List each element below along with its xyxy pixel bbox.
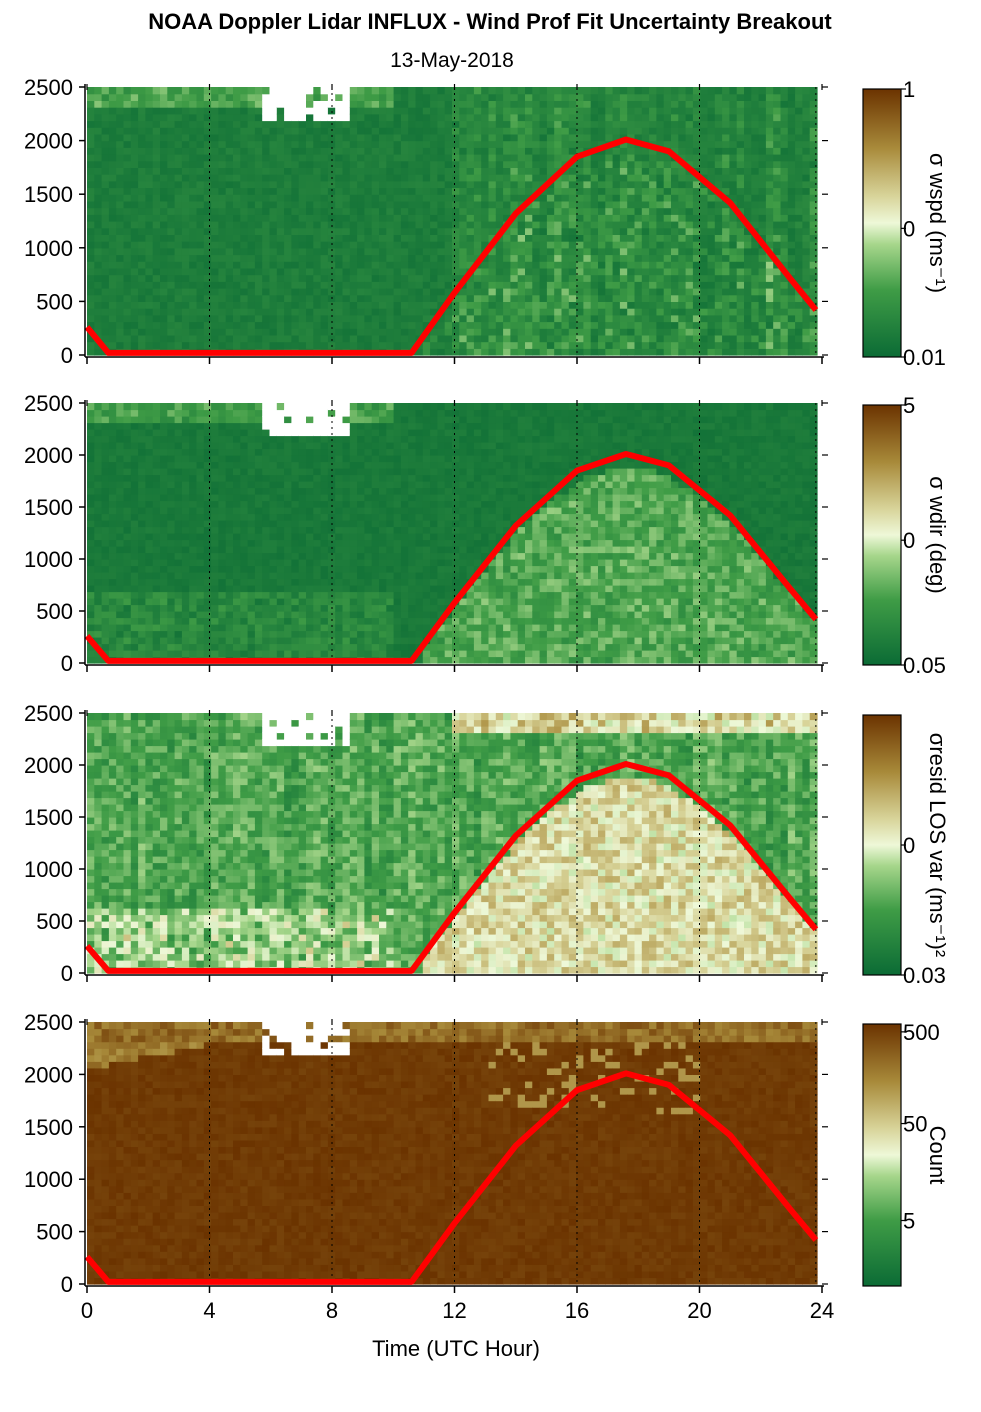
y-tick-label: 1500 [24, 182, 73, 207]
resid-panel: 0 500 1000 1500 2000 2500 0 0.03 σresid LOS var … [24, 701, 950, 988]
sun-elevation-line [84, 136, 819, 356]
y-tick-label: 2500 [24, 391, 73, 416]
heatmap-cells [87, 1022, 818, 1285]
count-panel: 0 500 1000 1500 2000 2500 0 4 8 12 16 20 24 500 50 5 Cou… [24, 1010, 950, 1323]
colorbar [862, 88, 902, 358]
colorbar [862, 404, 902, 666]
colorbar-tick-label: 0.05 [903, 653, 946, 678]
y-tick-label: 2500 [24, 1010, 73, 1035]
y-tick-label: 2000 [24, 1062, 73, 1087]
sun-elevation-line [84, 1070, 819, 1285]
y-tick-label: 500 [36, 289, 73, 314]
y-tick-label: 1000 [24, 1167, 73, 1192]
y-tick-label: 1000 [24, 547, 73, 572]
y-tick-label: 1500 [24, 495, 73, 520]
x-tick-label: 12 [442, 1298, 466, 1323]
x-axis-label: Time (UTC Hour) [372, 1336, 540, 1361]
y-tick-label: 0 [61, 961, 73, 986]
wdir-panel: 0 500 1000 1500 2000 2500 5 0 0.05 σ wdir (deg) [24, 391, 950, 678]
y-tick-label: 1000 [24, 857, 73, 882]
colorbar-tick-label: 500 [903, 1020, 940, 1045]
y-tick-label: 500 [36, 909, 73, 934]
heatmap-cells [87, 87, 818, 356]
colorbar-label: σ wdir (deg) [925, 476, 950, 594]
x-tick-label: 20 [687, 1298, 711, 1323]
y-tick-label: 0 [61, 1272, 73, 1297]
heatmap-cells [87, 713, 818, 974]
colorbar-tick-label: 5 [903, 1209, 915, 1234]
colorbar-label: σ wspd (ms⁻¹) [925, 153, 950, 293]
x-tick-label: 24 [810, 1298, 834, 1323]
colorbar-tick-label: 1 [903, 77, 915, 102]
x-tick-label: 16 [565, 1298, 589, 1323]
y-tick-label: 500 [36, 1220, 73, 1245]
y-tick-label: 0 [61, 651, 73, 676]
y-tick-label: 1000 [24, 236, 73, 261]
colorbar-tick-label: 0 [903, 216, 915, 241]
y-tick-label: 2000 [24, 129, 73, 154]
y-tick-label: 2500 [24, 75, 73, 100]
colorbar-tick-label: 0 [903, 833, 915, 858]
y-tick-label: 2000 [24, 753, 73, 778]
wspd-panel: 0 500 1000 1500 2000 2500 1 0 0.01 σ wspd (ms⁻¹) [24, 75, 950, 370]
sun-elevation-line [84, 761, 819, 974]
colorbar-label: Count [925, 1126, 950, 1185]
colorbar [862, 714, 902, 976]
y-tick-label: 2000 [24, 443, 73, 468]
heatmap-cells [87, 403, 818, 664]
y-tick-label: 500 [36, 599, 73, 624]
colorbar-tick-label: 5 [903, 393, 915, 418]
sun-elevation-line [84, 451, 819, 664]
y-tick-label: 1500 [24, 805, 73, 830]
colorbar-tick-label: 0 [903, 528, 915, 553]
y-tick-label: 0 [61, 343, 73, 368]
colorbar [862, 1023, 902, 1287]
chart-subtitle: 13-May-2018 [390, 49, 514, 72]
y-tick-label: 1500 [24, 1115, 73, 1140]
colorbar-tick-label: 0.03 [903, 963, 946, 988]
x-tick-label: 0 [81, 1298, 93, 1323]
x-tick-label: 4 [203, 1298, 215, 1323]
y-tick-label: 2500 [24, 701, 73, 726]
x-tick-label: 8 [326, 1298, 338, 1323]
colorbar-tick-label: 0.01 [903, 345, 946, 370]
chart-title: NOAA Doppler Lidar INFLUX - Wind Prof Fi… [148, 9, 832, 34]
colorbar-label: σresid LOS var (ms⁻¹)² [925, 733, 950, 957]
colorbar-tick-label: 50 [903, 1112, 927, 1137]
